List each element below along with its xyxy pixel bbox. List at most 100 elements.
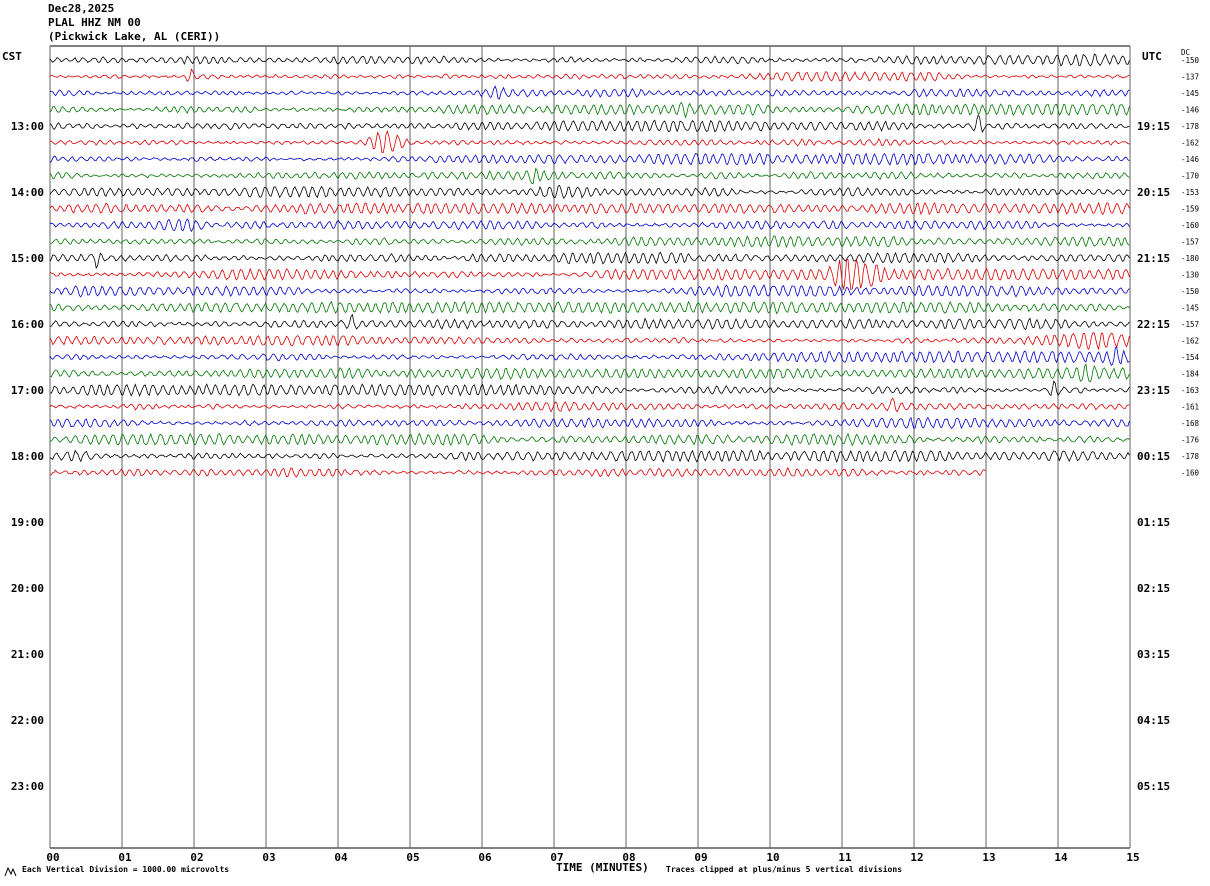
x-tick-label: 00 xyxy=(46,851,59,864)
utc-hour-label: 19:15 xyxy=(1137,120,1170,133)
trace-row-4 xyxy=(49,113,1130,134)
x-tick-label: 06 xyxy=(478,851,492,864)
trace-dc-value: -157 xyxy=(1181,320,1199,329)
trace-dc-value: -162 xyxy=(1181,139,1199,148)
trace-row-19 xyxy=(49,363,1130,383)
utc-hour-label: 23:15 xyxy=(1137,384,1170,397)
utc-hour-label: 20:15 xyxy=(1137,186,1170,199)
x-tick-label: 10 xyxy=(766,851,779,864)
trace-row-5 xyxy=(49,130,1130,154)
cst-hour-label: 21:00 xyxy=(11,648,44,661)
trace-dc-value: -150 xyxy=(1181,56,1200,65)
cst-hour-label: 22:00 xyxy=(11,714,44,727)
trace-row-20 xyxy=(49,380,1130,398)
trace-dc-value: -146 xyxy=(1181,106,1200,115)
utc-hour-label: 02:15 xyxy=(1137,582,1170,595)
trace-row-12 xyxy=(49,251,1130,269)
trace-dc-value: -157 xyxy=(1181,238,1199,247)
trace-dc-value: -163 xyxy=(1181,386,1199,395)
trace-row-3 xyxy=(49,101,1130,119)
trace-dc-value: -184 xyxy=(1181,370,1200,379)
clip-note: Traces clipped at plus/minus 5 vertical … xyxy=(666,865,903,874)
date-title: Dec28,2025 xyxy=(48,2,115,15)
x-tick-label: 07 xyxy=(550,851,563,864)
trace-dc-value: -159 xyxy=(1181,205,1199,214)
scale-note: Each Vertical Division = 1000.00 microvo… xyxy=(22,865,230,874)
trace-dc-value: -150 xyxy=(1181,287,1200,296)
cst-hour-label: 18:00 xyxy=(11,450,44,463)
x-tick-label: 03 xyxy=(262,851,275,864)
right-timezone-label: UTC xyxy=(1142,50,1162,63)
x-tick-label: 12 xyxy=(910,851,923,864)
trace-dc-value: -145 xyxy=(1181,89,1199,98)
trace-dc-value: -168 xyxy=(1181,419,1200,428)
trace-row-1 xyxy=(49,68,1130,82)
cst-hour-label: 13:00 xyxy=(11,120,44,133)
utc-hour-label: 22:15 xyxy=(1137,318,1170,331)
cst-hour-label: 14:00 xyxy=(11,186,44,199)
trace-dc-value: -145 xyxy=(1181,304,1199,313)
trace-row-22 xyxy=(49,416,1130,430)
trace-dc-value: -162 xyxy=(1181,337,1199,346)
cst-hour-label: 17:00 xyxy=(11,384,44,397)
utc-hour-label: 00:15 xyxy=(1137,450,1170,463)
trace-dc-value: -178 xyxy=(1181,122,1200,131)
trace-dc-value: -176 xyxy=(1181,436,1200,445)
trace-row-17 xyxy=(49,332,1130,351)
trace-row-2 xyxy=(49,85,1130,100)
x-tick-label: 09 xyxy=(694,851,707,864)
x-tick-label: 02 xyxy=(190,851,203,864)
x-axis-title: TIME (MINUTES) xyxy=(556,861,649,874)
x-tick-label: 11 xyxy=(838,851,852,864)
trace-dc-value: -137 xyxy=(1181,73,1199,82)
cst-hour-label: 15:00 xyxy=(11,252,44,265)
cst-hour-label: 23:00 xyxy=(11,780,44,793)
logo-mark xyxy=(4,866,17,877)
location-title: (Pickwick Lake, AL (CERI)) xyxy=(48,30,221,43)
trace-dc-value: -146 xyxy=(1181,155,1200,164)
trace-row-23 xyxy=(49,432,1130,447)
cst-hour-label: 16:00 xyxy=(11,318,44,331)
trace-row-7 xyxy=(49,167,1130,185)
x-tick-label: 14 xyxy=(1054,851,1068,864)
trace-dc-value: -154 xyxy=(1181,353,1200,362)
trace-row-13 xyxy=(49,259,1130,291)
trace-dc-value: -178 xyxy=(1181,452,1200,461)
cst-hour-label: 19:00 xyxy=(11,516,44,529)
trace-row-14 xyxy=(49,284,1130,298)
utc-hour-label: 21:15 xyxy=(1137,252,1170,265)
x-tick-label: 05 xyxy=(406,851,419,864)
trace-row-16 xyxy=(49,313,1130,331)
cst-hour-label: 20:00 xyxy=(11,582,44,595)
left-timezone-label: CST xyxy=(2,50,22,63)
trace-dc-value: -180 xyxy=(1181,254,1200,263)
trace-row-21 xyxy=(49,397,1130,413)
station-title: PLAL HHZ NM 00 xyxy=(48,16,141,29)
trace-dc-value: -130 xyxy=(1181,271,1200,280)
trace-row-6 xyxy=(49,152,1130,166)
trace-row-8 xyxy=(49,185,1130,199)
trace-row-18 xyxy=(49,347,1130,366)
trace-row-10 xyxy=(49,218,1130,233)
x-tick-label: 13 xyxy=(982,851,995,864)
trace-dc-value: -170 xyxy=(1181,172,1200,181)
utc-hour-label: 04:15 xyxy=(1137,714,1170,727)
trace-row-9 xyxy=(49,201,1130,216)
utc-hour-label: 05:15 xyxy=(1137,780,1170,793)
x-tick-label: 08 xyxy=(622,851,635,864)
x-tick-label: 01 xyxy=(118,851,132,864)
trace-row-0 xyxy=(49,53,1130,67)
trace-row-11 xyxy=(50,235,1130,249)
trace-dc-value: -160 xyxy=(1181,221,1200,230)
utc-hour-label: 03:15 xyxy=(1137,648,1170,661)
trace-dc-value: -160 xyxy=(1181,469,1200,478)
utc-hour-label: 01:15 xyxy=(1137,516,1170,529)
trace-row-15 xyxy=(49,300,1130,315)
x-tick-label: 04 xyxy=(334,851,348,864)
trace-dc-value: -153 xyxy=(1181,188,1199,197)
trace-row-24 xyxy=(49,449,1130,464)
trace-row-25 xyxy=(49,466,986,478)
dc-header: DC xyxy=(1181,48,1190,57)
